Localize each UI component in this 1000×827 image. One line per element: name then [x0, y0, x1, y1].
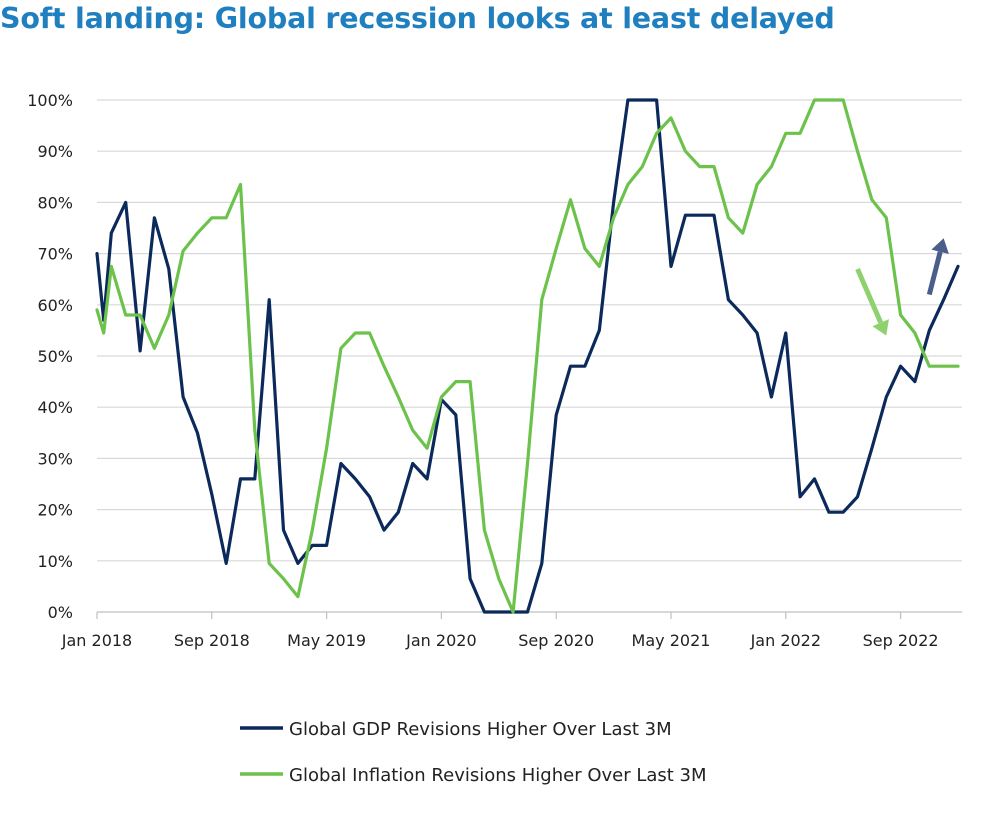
x-axis: Jan 2018 Sep 2018 May 2019 Jan 2020 Sep 2020… [61, 611, 962, 650]
y-tick-label: 10% [37, 552, 73, 571]
y-tick-label: 0% [48, 603, 73, 622]
x-tick-label: Jan 2022 [750, 631, 821, 650]
y-tick-label: 100% [27, 91, 73, 110]
up-arrow-icon [931, 238, 949, 255]
annotations [855, 238, 949, 336]
y-tick-label: 20% [37, 501, 73, 520]
gdp-revisions-line [95, 98, 960, 614]
series-lines [95, 98, 960, 614]
y-tick-label: 50% [37, 347, 73, 366]
y-tick-label: 90% [37, 142, 73, 161]
y-tick-label: 30% [37, 449, 73, 468]
y-tick-label: 40% [37, 398, 73, 417]
x-tick-label: May 2021 [632, 631, 711, 650]
down-arrow-shaft [855, 267, 884, 324]
down-arrow-icon [872, 319, 889, 336]
y-axis-ticks: 0% 10% 20% 30% 40% 50% 60% 70% 80% 90% 100% [27, 91, 73, 622]
x-tick-label: Sep 2020 [518, 631, 594, 650]
chart-title: Soft landing: Global recession looks at … [0, 2, 835, 35]
y-tick-label: 70% [37, 245, 73, 264]
y-tick-label: 80% [37, 193, 73, 212]
x-tick-label: Jan 2020 [405, 631, 476, 650]
x-tick-label: Sep 2022 [863, 631, 939, 650]
legend-label: Global Inflation Revisions Higher Over L… [289, 765, 707, 786]
x-tick-label: Jan 2018 [61, 631, 132, 650]
legend-label: Global GDP Revisions Higher Over Last 3M [289, 719, 672, 740]
legend: Global GDP Revisions Higher Over Last 3M… [240, 719, 707, 786]
inflation-revisions-line [95, 98, 960, 614]
y-tick-label: 60% [37, 296, 73, 315]
x-tick-label: May 2019 [287, 631, 366, 650]
up-arrow-shaft [926, 251, 943, 296]
grid-lines [97, 99, 962, 562]
x-tick-label: Sep 2018 [174, 631, 250, 650]
